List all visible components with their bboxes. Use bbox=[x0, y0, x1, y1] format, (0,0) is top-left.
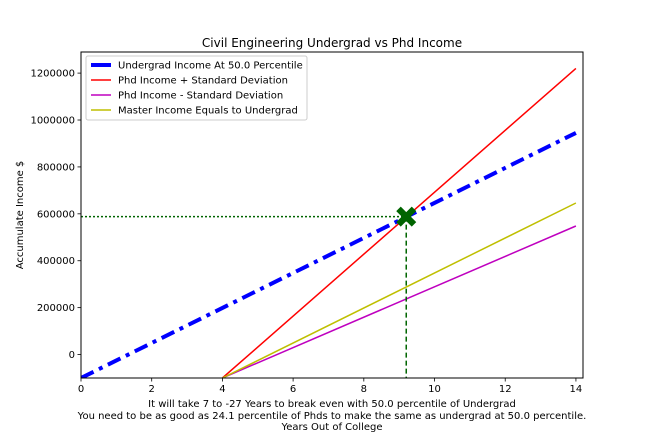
x-tick-label: 12 bbox=[499, 384, 512, 395]
axes: 0 2 4 6 8 10 12 14 0 200000 400000 600000 800000 1000… bbox=[30, 51, 584, 395]
x-tick-label: 4 bbox=[219, 384, 225, 395]
break-even-marker bbox=[396, 206, 417, 227]
plot-frame bbox=[80, 51, 584, 379]
legend: Undergrad Income At 50.0 Percentile Phd I… bbox=[85, 55, 308, 121]
x-tick-label: 8 bbox=[361, 384, 367, 395]
chart-title: Civil Engineering Undergrad vs Phd Incom… bbox=[202, 36, 462, 50]
y-tick-label: 1000000 bbox=[30, 116, 75, 127]
x-tick-label: 0 bbox=[78, 384, 84, 395]
series-line-3 bbox=[222, 225, 577, 378]
y-tick-label: 0 bbox=[69, 350, 75, 361]
legend-label-3: Phd Income - Standard Deviation bbox=[118, 91, 283, 102]
x-tick-label: 14 bbox=[570, 384, 583, 395]
y-tick-label: 600000 bbox=[37, 209, 75, 220]
y-tick-label: 400000 bbox=[37, 256, 75, 267]
y-tick-label: 800000 bbox=[37, 162, 75, 173]
x-tick-label: 2 bbox=[149, 384, 155, 395]
y-tick-label: 200000 bbox=[37, 303, 75, 314]
legend-box bbox=[85, 55, 308, 121]
legend-label-2: Phd Income + Standard Deviation bbox=[118, 76, 288, 87]
series-line-4 bbox=[222, 202, 577, 378]
legend-label-1: Undergrad Income At 50.0 Percentile bbox=[118, 61, 303, 72]
x-tick-label: 10 bbox=[428, 384, 441, 395]
x-tick-label: 6 bbox=[290, 384, 296, 395]
plot-area bbox=[81, 67, 577, 378]
series-line-1 bbox=[81, 131, 577, 378]
y-tick-label: 1200000 bbox=[30, 69, 75, 80]
x-axis-label-line-3: Years Out of College bbox=[281, 422, 383, 432]
x-axis-label-line-2: You need to be as good as 24.1 percentil… bbox=[77, 411, 587, 422]
legend-label-4: Master Income Equals to Undergrad bbox=[118, 106, 298, 117]
x-axis-label-line-1: It will take 7 to -27 Years to break eve… bbox=[148, 399, 516, 410]
y-axis-label: Accumulate Income $ bbox=[15, 161, 26, 270]
